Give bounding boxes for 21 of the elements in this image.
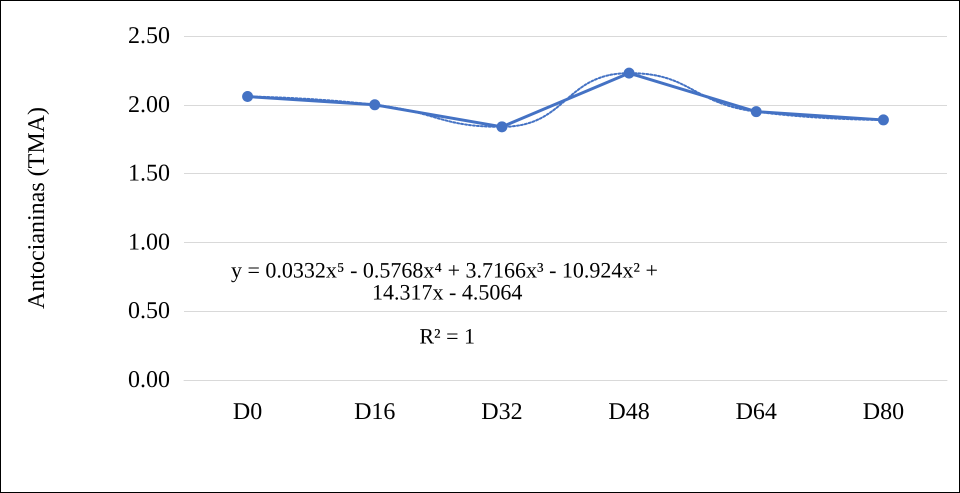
point xyxy=(496,121,508,132)
annotation: y = 0.0332x⁵ - 0.5768x⁴ + 3.7166x³ - 10.924x² + 14.317x - 4.5064 xyxy=(231,258,664,304)
y-tick-label: 2.50 xyxy=(128,23,170,49)
y-tick-label: 0.00 xyxy=(128,367,170,393)
annotation: R² = 1 xyxy=(419,324,476,348)
x-tick-label: D16 xyxy=(354,399,396,425)
point xyxy=(878,114,889,126)
x-tick-label: D48 xyxy=(608,399,650,425)
point xyxy=(369,99,380,110)
x-tick-label: D80 xyxy=(862,399,904,425)
x-tick-label: D32 xyxy=(481,399,523,425)
y-tick-label: 0.50 xyxy=(128,298,170,324)
point xyxy=(624,68,635,79)
y-tick-label: 2.00 xyxy=(128,92,170,118)
x-tick-label: D64 xyxy=(736,399,777,425)
point xyxy=(242,91,254,102)
point xyxy=(750,106,762,118)
y-axis-title: Antocianinas (TMA) xyxy=(24,107,50,309)
x-tick-label: D0 xyxy=(232,399,262,425)
y-tick-label: 1.50 xyxy=(128,160,170,187)
y-tick-label: 1.00 xyxy=(128,229,170,256)
